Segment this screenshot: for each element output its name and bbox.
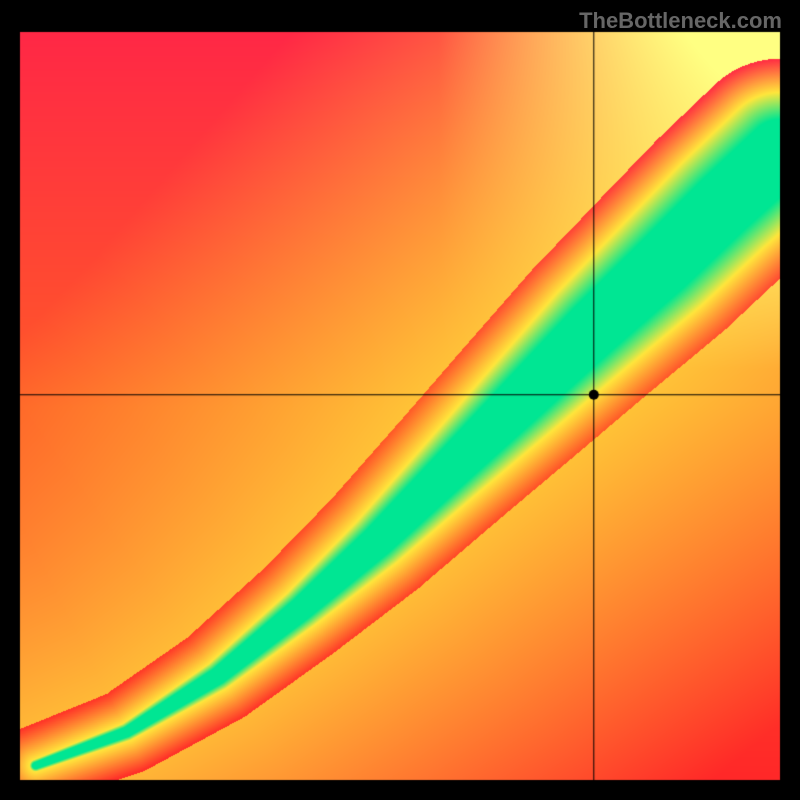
chart-container: TheBottleneck.com bbox=[0, 0, 800, 800]
watermark-text: TheBottleneck.com bbox=[579, 8, 782, 34]
bottleneck-heatmap bbox=[0, 0, 800, 800]
